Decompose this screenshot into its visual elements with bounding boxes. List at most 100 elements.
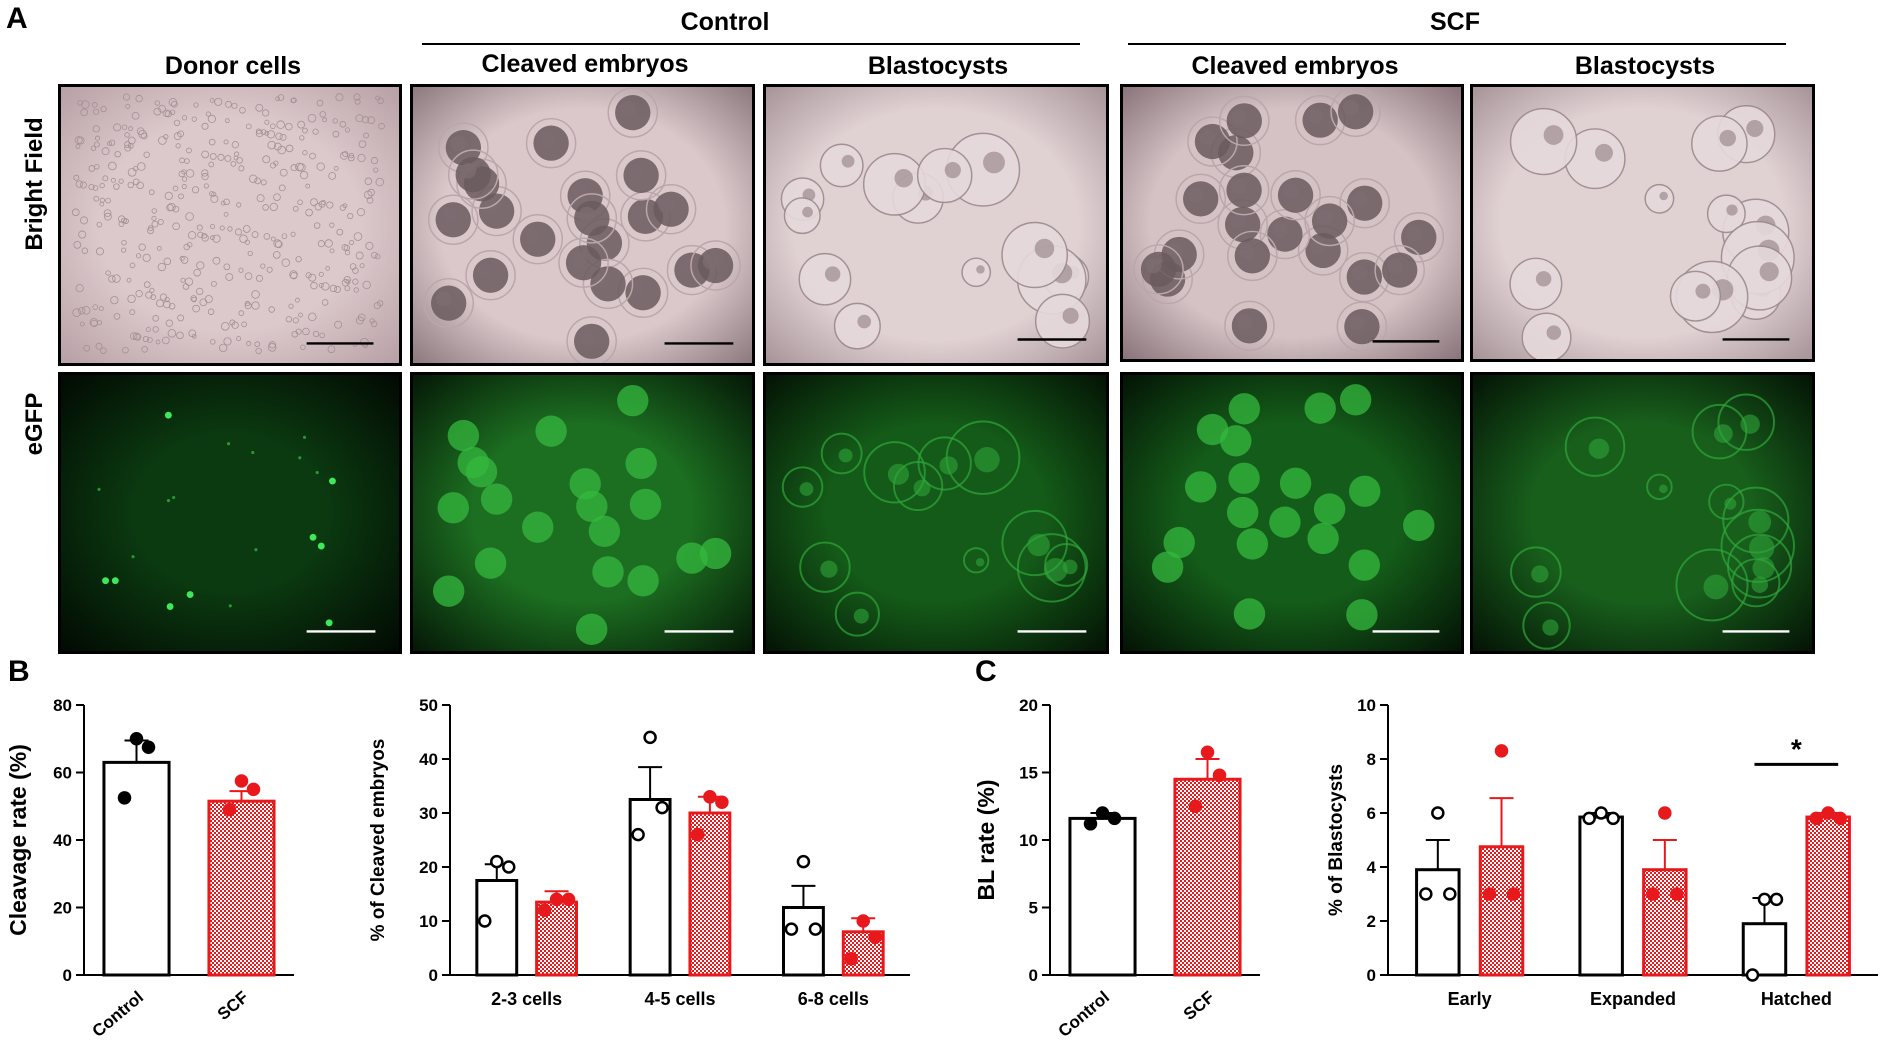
bar: [1068, 816, 1137, 977]
bar: [782, 906, 825, 977]
row-label-bright-field: Bright Field: [21, 117, 48, 251]
data-point: [844, 952, 858, 966]
group-line-scf: [1128, 43, 1786, 45]
y-tick-label: 10: [1019, 831, 1038, 850]
x-tick-label: SCF: [214, 988, 252, 1024]
x-tick-label: Control: [89, 988, 148, 1041]
bar: [207, 799, 276, 977]
column-header-control-cleaved: Cleaved embryos: [481, 50, 689, 78]
chart-cleaved-embryos: 0 10 20 30 40 50 % of Cleaved embryos 2-3 cells…: [360, 690, 950, 1059]
data-point: [1419, 887, 1433, 901]
y-tick-label: 6: [1367, 804, 1376, 823]
data-point: [1083, 817, 1098, 831]
bar: [1478, 845, 1525, 977]
bar: [1741, 922, 1788, 977]
y-tick-label: 20: [1019, 696, 1038, 715]
data-point: [502, 860, 516, 874]
data-point: [1594, 806, 1608, 820]
y-tick-label: 60: [53, 764, 72, 783]
column-header-donor-cells: Donor cells: [164, 52, 302, 80]
data-point: [222, 802, 237, 817]
data-point: [1212, 768, 1227, 782]
y-tick-label: 4: [1367, 858, 1377, 877]
group-label-scf: SCF: [1430, 8, 1480, 36]
data-point: [1769, 892, 1784, 907]
data-point: [1506, 887, 1521, 901]
y-tick-label: 10: [419, 912, 438, 931]
data-point: [561, 892, 576, 907]
data-point: [796, 854, 811, 869]
micrograph-egfp-scf-cleaved: [1120, 372, 1464, 654]
data-point: [1582, 811, 1596, 826]
micrograph-egfp-control-cleaved: [410, 372, 755, 654]
bar: [102, 760, 171, 977]
bar: [1805, 815, 1851, 977]
significance-star: *: [1791, 733, 1802, 764]
chart-cleavage-rate: 0 20 40 60 80 Cleavage rate (%) Control SCF: [0, 690, 330, 1059]
y-tick-label: 40: [419, 750, 438, 769]
y-tick-label: 20: [53, 899, 72, 918]
column-header-scf-cleaved: Cleaved embryos: [1191, 52, 1399, 80]
data-point: [246, 782, 261, 797]
data-point: [856, 914, 870, 928]
y-axis-label: % of Blastocysts: [1326, 764, 1347, 916]
micrograph-egfp-donor-cells: [58, 372, 402, 654]
bar: [1415, 868, 1461, 977]
data-point: [490, 854, 504, 869]
y-tick-label: 50: [419, 696, 438, 715]
data-point: [1757, 892, 1772, 907]
data-point: [141, 740, 156, 754]
data-point: [703, 790, 717, 804]
data-point: [1658, 806, 1672, 820]
micrograph-bf-control-blastocysts: [763, 84, 1109, 366]
data-point: [631, 827, 645, 842]
bar: [628, 798, 672, 977]
micrograph-bf-control-cleaved: [410, 84, 755, 366]
data-point: [129, 732, 144, 746]
data-point: [715, 795, 729, 809]
y-tick-label: 20: [419, 858, 438, 877]
y-tick-label: 0: [429, 966, 438, 985]
row-label-egfp: eGFP: [21, 392, 48, 456]
micrograph-egfp-control-blastocysts: [763, 372, 1109, 654]
x-tick-label: 2-3 cells: [491, 989, 562, 1009]
y-tick-label: 0: [1367, 966, 1376, 985]
data-point: [1107, 811, 1122, 826]
data-point: [643, 730, 657, 745]
data-point: [808, 922, 823, 936]
bar: [1173, 777, 1242, 977]
data-point: [1606, 811, 1620, 826]
chart-blastocysts: 0 2 4 6 8 10 % of Blastocysts Early Expanded Hatc…: [1320, 690, 1901, 1059]
x-tick-label: Expanded: [1590, 989, 1676, 1009]
y-tick-label: 8: [1367, 750, 1376, 769]
data-point: [868, 930, 882, 944]
y-axis-label: Cleavage rate (%): [5, 744, 31, 936]
micrograph-bf-scf-blastocysts: [1470, 84, 1815, 362]
y-tick-label: 10: [1357, 696, 1376, 715]
bar: [1578, 815, 1624, 977]
y-tick-label: 0: [1029, 966, 1038, 985]
micrograph-bf-donor-cells: [58, 84, 402, 366]
bar: [1642, 868, 1688, 977]
data-point: [1443, 887, 1457, 901]
group-line-control: [422, 43, 1080, 45]
data-point: [1670, 887, 1684, 901]
data-point: [117, 791, 132, 805]
y-tick-label: 5: [1029, 899, 1038, 918]
x-tick-label: Early: [1448, 989, 1492, 1009]
chart-bl-rate: 0 5 10 15 20 BL rate (%) Control SCF: [970, 690, 1300, 1059]
data-point: [1188, 799, 1203, 813]
data-point: [1646, 887, 1660, 901]
x-tick-label: 4-5 cells: [644, 989, 715, 1009]
y-tick-label: 15: [1019, 764, 1038, 783]
data-point: [1095, 806, 1110, 820]
data-point: [1745, 968, 1760, 982]
panel-letter-c: C: [975, 655, 997, 688]
group-label-control: Control: [680, 8, 770, 36]
data-point: [1494, 744, 1509, 758]
data-point: [1431, 806, 1445, 820]
panel-letter-a: A: [6, 2, 28, 35]
x-tick-label: SCF: [1180, 988, 1218, 1024]
data-point: [1821, 806, 1835, 820]
data-point: [1200, 745, 1215, 759]
